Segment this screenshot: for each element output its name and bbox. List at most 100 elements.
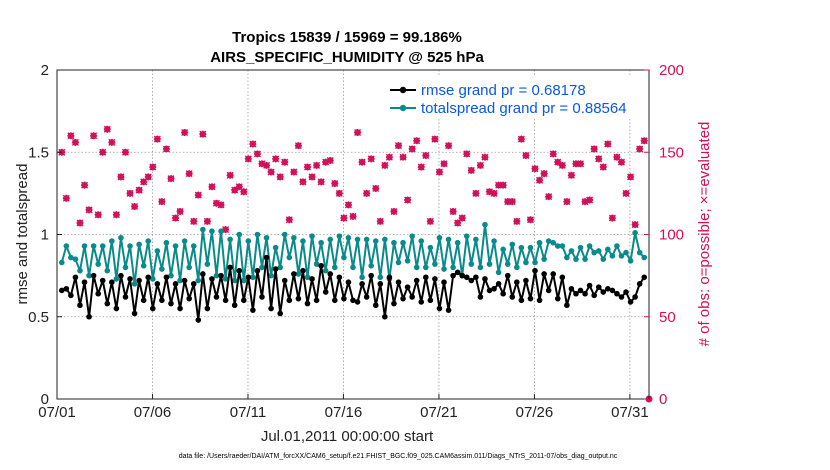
obs-evaluated-marker [185, 170, 193, 178]
obs-evaluated-marker [308, 173, 316, 181]
series-point [113, 276, 120, 282]
obs-evaluated-marker [181, 129, 189, 137]
obs-marker [85, 206, 93, 214]
legend-box [388, 76, 644, 118]
series-point [554, 295, 561, 302]
obs-marker [340, 214, 348, 222]
obs-marker [640, 137, 648, 145]
series-point [363, 294, 370, 300]
series-point [286, 297, 293, 304]
obs-marker [108, 138, 116, 146]
obs-evaluated-marker [636, 145, 644, 153]
obs-evaluated-marker [486, 188, 494, 196]
obs-evaluated-marker [126, 189, 134, 197]
series-point [641, 274, 648, 281]
series-point [386, 274, 393, 281]
series-point [90, 272, 97, 279]
series-point [245, 274, 252, 281]
obs-marker [408, 145, 416, 153]
series-point [104, 300, 111, 307]
obs-marker [313, 161, 321, 169]
obs-evaluated-marker [335, 189, 343, 197]
series-point [514, 264, 520, 271]
series-point [281, 277, 288, 284]
series-point [400, 239, 406, 246]
series-point [491, 238, 497, 244]
series-point [554, 243, 561, 249]
obs-marker [577, 160, 585, 168]
obs-marker [458, 214, 466, 222]
series-point [227, 264, 233, 271]
legend-rmse-label: rmse grand pr = 0.68178 [421, 82, 586, 99]
obs-evaluated-marker [162, 145, 170, 153]
series-point [327, 236, 334, 243]
series-point [341, 295, 347, 302]
series-point [454, 239, 461, 246]
x-tick-label: 07/06 [134, 404, 172, 421]
obs-evaluated-marker [112, 211, 120, 219]
series-point [436, 305, 443, 312]
obs-marker [454, 219, 462, 227]
series-point [72, 256, 79, 262]
series-point [154, 248, 161, 254]
series-point [204, 261, 211, 267]
series-point [382, 313, 388, 320]
series-point [300, 267, 306, 274]
obs-marker [267, 168, 275, 176]
series-point [495, 281, 502, 287]
obs-marker [381, 161, 389, 169]
series-point [573, 290, 579, 297]
series-point [395, 259, 402, 266]
obs-marker [103, 125, 111, 133]
obs-marker [235, 183, 243, 191]
series-point [504, 261, 511, 267]
obs-marker [158, 198, 166, 206]
series-point [595, 248, 602, 254]
series-point [532, 267, 538, 274]
series-point [304, 274, 311, 281]
obs-evaluated-marker [354, 129, 362, 137]
obs-evaluated-marker [640, 137, 648, 145]
obs-evaluated-marker [190, 217, 198, 225]
series-point [300, 238, 306, 244]
series-point [341, 254, 347, 261]
series-point [245, 238, 252, 244]
series-point [482, 221, 488, 228]
obs-evaluated-marker [390, 207, 398, 215]
series-point [509, 241, 516, 248]
obs-evaluated-marker [404, 196, 412, 204]
y-axis-left-label: rmse and totalspread [14, 164, 31, 305]
series-point [418, 299, 425, 305]
obs-marker [249, 140, 257, 148]
obs-marker [472, 189, 480, 197]
obs-marker [545, 193, 553, 201]
obs-evaluated-marker [422, 152, 430, 160]
series-point [72, 274, 79, 281]
series-point [331, 297, 338, 304]
obs-marker [253, 150, 261, 158]
series-point [564, 302, 570, 309]
obs-evaluated-marker [508, 198, 516, 206]
obs-evaluated-marker [558, 161, 566, 169]
series-point [68, 292, 74, 299]
obs-evaluated-marker [194, 191, 202, 199]
obs-evaluated-marker [203, 217, 211, 225]
obs-evaluated-marker [272, 155, 280, 163]
series-point [463, 274, 470, 281]
series-point [58, 287, 65, 294]
obs-marker [112, 211, 120, 219]
series-point [345, 279, 352, 286]
obs-marker [99, 148, 107, 156]
series-point [559, 243, 566, 249]
obs-evaluated-marker [395, 142, 403, 150]
obs-evaluated-marker [522, 152, 530, 160]
footnote: data file: /Users/raeder/DAI/ATM_forcXX/… [179, 453, 618, 460]
obs-marker [117, 173, 125, 181]
obs-marker [390, 207, 398, 215]
series-point [286, 254, 293, 261]
obs-marker [467, 166, 475, 174]
series-point [586, 282, 593, 289]
obs-evaluated-marker [440, 160, 448, 168]
obs-evaluated-marker [567, 171, 575, 179]
obs-marker [627, 173, 635, 181]
